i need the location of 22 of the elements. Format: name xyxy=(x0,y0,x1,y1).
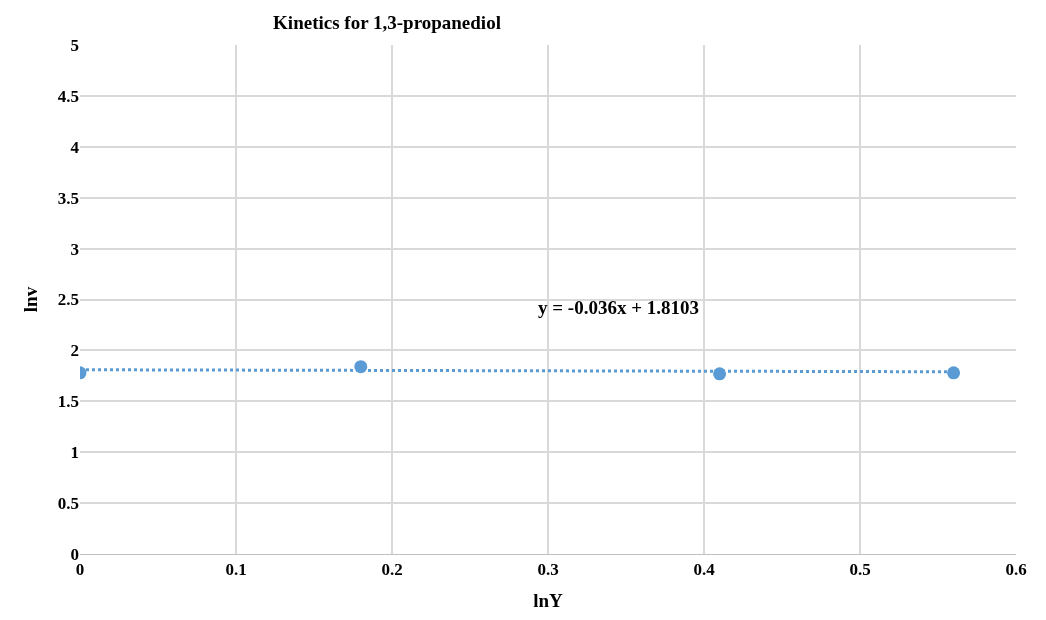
point xyxy=(947,366,961,380)
y-tick-label: 3 xyxy=(70,239,79,259)
y-tick-label: 2 xyxy=(70,341,79,361)
x-axis-title: lnY xyxy=(533,590,564,612)
x-tick-label: 0.6 xyxy=(1005,560,1027,580)
y-tick-label: 0.5 xyxy=(57,494,79,514)
x-tick-label: 0.2 xyxy=(381,560,403,580)
chart-title: Kinetics for 1,3-propanediol xyxy=(273,11,501,33)
x-tick-label: 0.4 xyxy=(693,560,716,580)
x-tick-label: 0.1 xyxy=(225,560,247,580)
x-tick-label: 0.3 xyxy=(537,560,559,580)
x-tick-label: 0.5 xyxy=(849,560,871,580)
y-tick-label: 4.5 xyxy=(57,86,79,106)
y-tick-label: 3.5 xyxy=(57,188,79,208)
y-tick-label: 1 xyxy=(70,443,79,463)
y-tick-label: 5 xyxy=(70,35,79,55)
y-tick-label: 2.5 xyxy=(57,290,79,310)
y-tick-label: 4 xyxy=(70,137,80,157)
y-tick-label: 0 xyxy=(70,544,79,564)
y-axis-title: lnv xyxy=(19,286,41,313)
y-tick-label: 1.5 xyxy=(57,392,79,412)
annotation: y = -0.036x + 1.8103 xyxy=(538,297,699,318)
